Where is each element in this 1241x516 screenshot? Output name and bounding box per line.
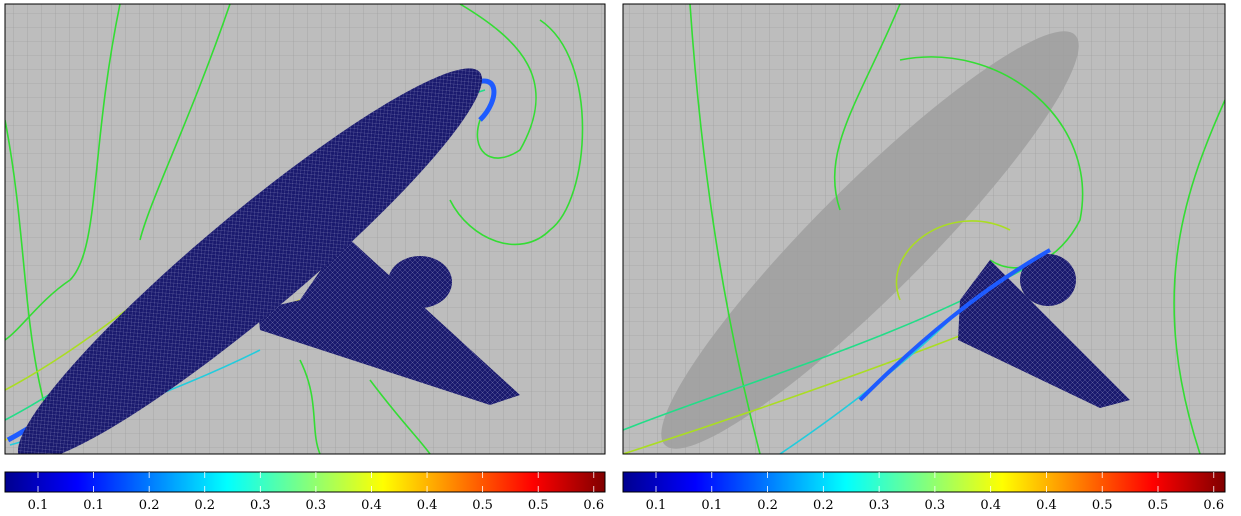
colorbar-tick-label: 0.3 xyxy=(925,498,946,513)
fuselage xyxy=(17,68,483,454)
colorbar-tick-label: 0.4 xyxy=(1036,498,1057,513)
colorbar-tick-label: 0.3 xyxy=(306,498,327,513)
shadow xyxy=(661,31,1079,449)
colorbar-tick-label: 0.2 xyxy=(757,498,778,513)
frame xyxy=(622,3,1226,455)
left-view xyxy=(5,4,605,454)
colorbar-tick-label: 0.5 xyxy=(472,498,493,513)
engine xyxy=(388,256,452,308)
colorbar-tick-label: 0.4 xyxy=(417,498,438,513)
colorbar-tick-label: 0.1 xyxy=(83,498,104,513)
colorbar-tick-label: 0.1 xyxy=(701,498,722,513)
colorbar-tick-label: 0.3 xyxy=(869,498,890,513)
colorbar-tick-label: 0.1 xyxy=(646,498,667,513)
colorbar-tick-label: 0.6 xyxy=(1203,498,1224,513)
right-view xyxy=(623,4,1225,454)
wing xyxy=(958,260,1130,408)
colorbar-tick-label: 0.3 xyxy=(250,498,271,513)
colorbar-tick-label: 0.1 xyxy=(28,498,49,513)
colorbar-tick-label: 0.5 xyxy=(1148,498,1169,513)
colorbar-tick-label: 0.5 xyxy=(528,498,549,513)
engine xyxy=(1020,254,1076,306)
colorbar xyxy=(4,471,606,493)
wing xyxy=(258,235,520,405)
colorbar-tick-label: 0.2 xyxy=(813,498,834,513)
colorbar-tick-label: 0.2 xyxy=(194,498,215,513)
colorbar-tick-label: 0.6 xyxy=(583,498,604,513)
colorbar-tick-label: 0.4 xyxy=(361,498,382,513)
colorbar-tick-label: 0.2 xyxy=(139,498,160,513)
colorbar xyxy=(622,471,1226,493)
colorbar-tick-label: 0.4 xyxy=(980,498,1001,513)
frame xyxy=(4,3,606,455)
wake xyxy=(858,248,1051,402)
colorbar-tick-label: 0.5 xyxy=(1092,498,1113,513)
